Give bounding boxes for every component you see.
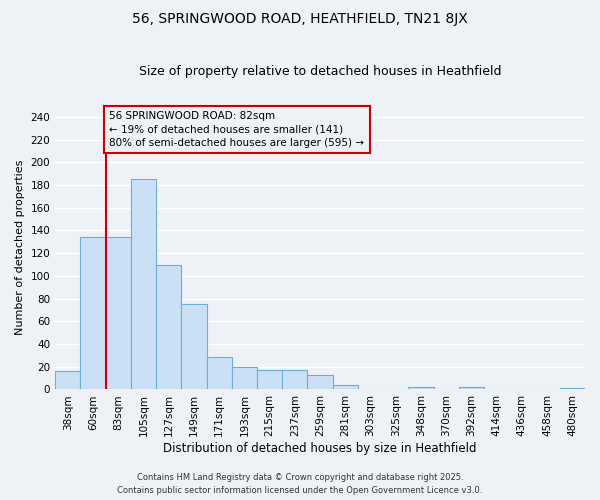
Bar	[307, 374, 332, 390]
Text: Contains HM Land Registry data © Crown copyright and database right 2025.
Contai: Contains HM Land Registry data © Crown c…	[118, 474, 482, 495]
Text: 56, SPRINGWOOD ROAD, HEATHFIELD, TN21 8JX: 56, SPRINGWOOD ROAD, HEATHFIELD, TN21 8J…	[132, 12, 468, 26]
Bar	[206, 356, 232, 390]
Title: Size of property relative to detached houses in Heathfield: Size of property relative to detached ho…	[139, 65, 502, 78]
X-axis label: Distribution of detached houses by size in Heathfield: Distribution of detached houses by size …	[163, 442, 477, 455]
Bar	[80, 238, 106, 390]
Bar	[181, 304, 206, 390]
Bar	[131, 180, 156, 390]
Bar	[332, 385, 358, 390]
Bar	[156, 264, 181, 390]
Bar	[459, 387, 484, 390]
Text: 56 SPRINGWOOD ROAD: 82sqm
← 19% of detached houses are smaller (141)
80% of semi: 56 SPRINGWOOD ROAD: 82sqm ← 19% of detac…	[109, 111, 364, 148]
Bar	[232, 366, 257, 390]
Bar	[409, 387, 434, 390]
Y-axis label: Number of detached properties: Number of detached properties	[15, 160, 25, 335]
Bar	[282, 370, 307, 390]
Bar	[560, 388, 585, 390]
Bar	[55, 372, 80, 390]
Bar	[257, 370, 282, 390]
Bar	[106, 238, 131, 390]
